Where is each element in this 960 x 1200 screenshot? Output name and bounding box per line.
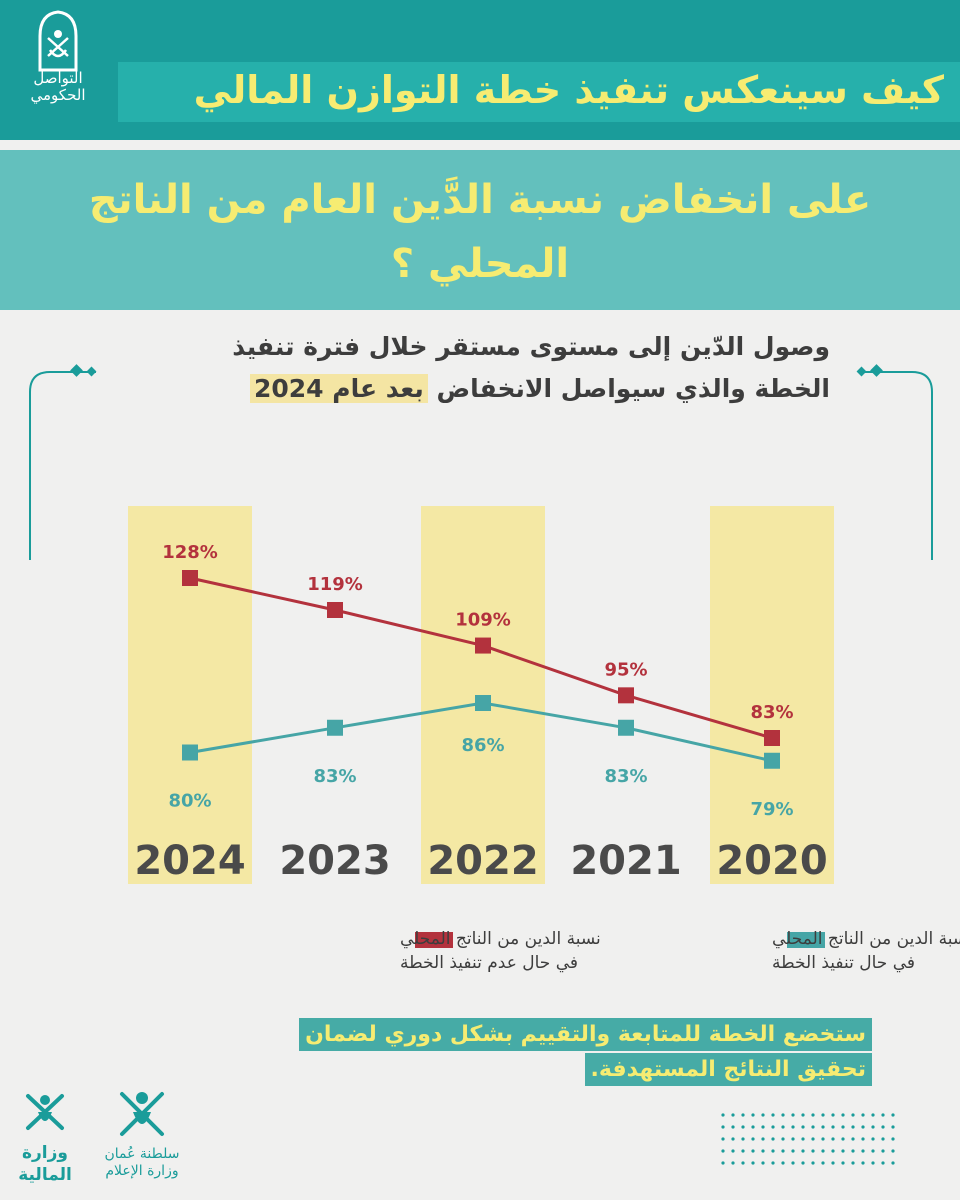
debt-chart: 128%119%109%95%83%80%83%86%83%79% 2024 20…: [29, 364, 960, 973]
footer-line1: ستخضع الخطة للمتابعة والتقييم بشكل دوري …: [299, 1018, 872, 1051]
legend: نسبة الدين من الناتج المحلي في حال عدم ت…: [400, 929, 960, 973]
intro-highlight: بعد عام 2024: [250, 374, 428, 403]
subtitle-banner: [0, 150, 960, 310]
right-bracket-ornament: [856, 364, 933, 560]
highlight-columns: [128, 506, 834, 884]
year-label-2024: 2024: [134, 838, 245, 884]
legend-red-line1: نسبة الدين من الناتج المحلي: [400, 929, 601, 949]
year-label-2022: 2022: [427, 838, 538, 884]
intro-text: وصول الدّين إلى مستوى مستقر خلال فترة تن…: [100, 326, 830, 410]
data-point-0-2024: [182, 570, 198, 586]
legend-teal-line1: نسبة الدين من الناتج المحلي: [772, 929, 960, 949]
data-label-1-2024: 80%: [168, 791, 211, 812]
year-label-2020: 2020: [716, 838, 827, 884]
data-label-1-2022: 86%: [461, 735, 504, 756]
left-bracket-ornament: [29, 364, 97, 560]
ministry-info-line2: وزارة الإعلام: [105, 1163, 179, 1179]
year-label-2021: 2021: [570, 838, 681, 884]
highlight-column-2020: [710, 506, 834, 884]
legend-red-line2: في حال عدم تنفيذ الخطة: [400, 953, 578, 973]
data-point-1-2020: [764, 752, 780, 769]
legend-swatch-red: [415, 932, 453, 948]
data-point-1-2024: [182, 744, 198, 761]
logo-text: التواصل الحكومي: [8, 70, 108, 104]
title-box: [118, 62, 960, 122]
intro-line1: وصول الدّين إلى مستوى مستقر خلال فترة تن…: [232, 332, 830, 361]
ministry-of-finance-logo: وزارة المالية: [10, 1090, 80, 1186]
page-title: كيف سينعكس تنفيذ خطة التوازن المالي: [193, 68, 944, 112]
logo-line2: الحكومي: [30, 86, 86, 104]
logo-line1: التواصل: [33, 69, 83, 87]
series-markers: [182, 570, 780, 769]
data-point-0-2022: [475, 637, 491, 654]
khanjar-emblem-icon: [120, 1092, 164, 1136]
data-point-1-2022: [475, 695, 491, 711]
data-point-1-2023: [327, 719, 343, 736]
value-labels: 128% 119% 109% 95% 83% 80% 83% 86% 83% 79%: [162, 542, 793, 820]
government-communication-logo: [18, 8, 98, 118]
data-label-0-2024: 128%: [162, 542, 218, 563]
data-label-0-2023: 119%: [307, 574, 363, 595]
emblem-icon: [38, 10, 78, 72]
ministry-of-information-logo: سلطنة عُمان وزارة الإعلام: [102, 1086, 182, 1180]
decorative-dots: [721, 1113, 895, 1165]
data-label-1-2023: 83%: [313, 766, 356, 787]
data-label-0-2021: 95%: [604, 659, 647, 680]
data-label-1-2021: 83%: [604, 766, 647, 787]
data-label-0-2020: 83%: [750, 702, 793, 723]
legend-teal-line2: في حال تنفيذ الخطة: [772, 953, 915, 973]
khanjar-emblem-icon: [26, 1094, 64, 1130]
data-point-1-2021: [618, 719, 634, 736]
year-axis-labels: 2024 2023 2022 2021 2020: [134, 838, 827, 884]
intro-line2: الخطة والذي سيواصل الانخفاض بعد عام 2024: [100, 368, 830, 410]
legend-swatch-teal: [787, 932, 825, 948]
footer-note: ستخضع الخطة للمتابعة والتقييم بشكل دوري …: [172, 1018, 872, 1086]
year-label-2023: 2023: [279, 838, 390, 884]
data-point-0-2021: [618, 687, 634, 704]
data-point-0-2020: [764, 730, 780, 746]
ministry-finance-line1: وزارة: [21, 1143, 68, 1163]
highlight-column-2024: [128, 506, 252, 884]
data-point-0-2023: [327, 602, 343, 618]
data-label-1-2020: 79%: [750, 799, 793, 820]
data-label-0-2022: 109%: [455, 610, 511, 631]
ministry-info-line1: سلطنة عُمان: [104, 1146, 180, 1162]
ministry-finance-line2: المالية: [18, 1165, 72, 1185]
footer-line2: تحقيق النتائج المستهدفة.: [584, 1053, 872, 1086]
intro-line2-main: الخطة والذي سيواصل الانخفاض: [427, 374, 830, 403]
page-subtitle: على انخفاض نسبة الدَّين العام من الناتج …: [88, 177, 872, 287]
